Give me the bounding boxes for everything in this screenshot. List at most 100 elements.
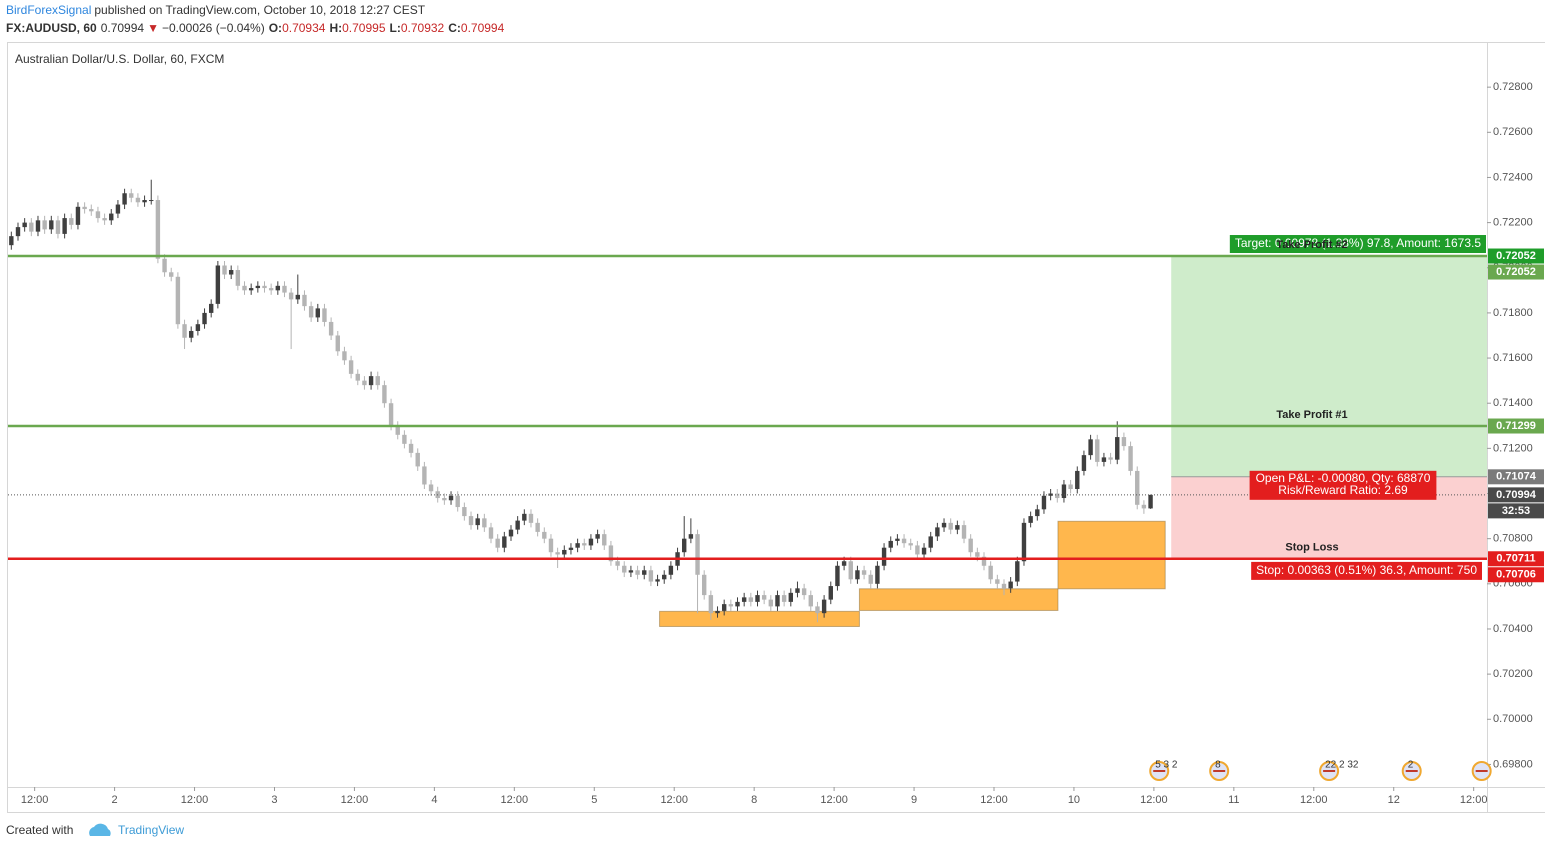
event-label: 5 3 2 — [1155, 760, 1178, 771]
candle-body — [928, 536, 933, 548]
candle-body — [748, 597, 754, 602]
candle-body — [841, 561, 847, 566]
candle-body — [495, 538, 500, 548]
candle-body — [355, 373, 360, 381]
candle-body — [761, 595, 767, 600]
candle-body — [535, 522, 540, 532]
candle-body — [315, 308, 320, 318]
candle-body — [155, 200, 161, 259]
candle-body — [801, 588, 807, 596]
candle-body — [235, 270, 241, 286]
candle-body — [1141, 504, 1147, 509]
candle-body — [89, 209, 94, 212]
ohlc-value: 0.70994 — [461, 21, 505, 35]
candle-body — [622, 565, 627, 573]
arrow: ▼ — [147, 21, 159, 35]
candle-body — [682, 538, 687, 553]
event-label: 2 — [1408, 760, 1414, 771]
candle-body — [402, 434, 407, 444]
candle-body — [615, 561, 620, 566]
candle-body — [208, 303, 214, 313]
candle-body — [828, 586, 833, 600]
candle-body — [1108, 457, 1113, 460]
zone — [659, 610, 860, 627]
candle-body — [302, 294, 307, 307]
y-tick-label: 0.71400 — [1493, 397, 1533, 409]
candle-body — [981, 556, 987, 566]
x-tick-label: 12:00 — [660, 794, 688, 806]
candle-body — [528, 513, 534, 523]
price-tag-label: 0.70994 — [1496, 489, 1537, 501]
candle-body — [975, 552, 980, 557]
footer: Created with TradingView — [6, 823, 184, 837]
candle-body — [22, 222, 27, 228]
candle-body — [1075, 470, 1080, 489]
candle-body — [1048, 493, 1053, 496]
candle-body — [888, 540, 893, 548]
ohlc-value: 0.70934 — [282, 21, 326, 35]
x-tick-label: 12:00 — [181, 794, 209, 806]
pnl-box — [1249, 470, 1437, 500]
candle-body — [422, 466, 427, 485]
target-label: Target: 0.00978 (1.38%) 97.8, Amount: 16… — [1235, 236, 1481, 250]
candle-body — [55, 220, 61, 234]
y-tick-label: 0.72400 — [1493, 171, 1533, 183]
candle-body — [122, 193, 127, 205]
y-tick-label: 0.70000 — [1493, 713, 1533, 725]
candle-body — [1121, 437, 1127, 447]
candle-body — [109, 213, 114, 221]
candle-body — [415, 452, 420, 467]
candle-body — [215, 265, 221, 304]
candle-body — [442, 498, 447, 501]
candle-body — [515, 520, 520, 530]
x-tick-label: 5 — [591, 794, 597, 806]
price-tag-label: 0.71299 — [1496, 420, 1536, 432]
candle-body — [655, 579, 660, 582]
candle-body — [395, 425, 400, 435]
candle-body — [1021, 522, 1027, 562]
candle-body — [1101, 457, 1107, 462]
x-tick-label: 12 — [1388, 794, 1400, 806]
zone — [1057, 520, 1166, 590]
candle-body — [295, 294, 301, 300]
footer-brand[interactable]: TradingView — [118, 823, 184, 837]
level-label: Take Profit #2 — [1276, 239, 1347, 251]
candle-body — [662, 574, 667, 580]
pnl-label: Open P&L: -0.00080, Qty: 68870 — [1256, 471, 1431, 485]
candle-body — [1088, 439, 1093, 456]
stop-label-box — [1251, 561, 1482, 580]
price-tag — [1488, 469, 1544, 485]
candle-body — [195, 324, 201, 331]
candle-body — [522, 513, 527, 521]
candle-body — [895, 538, 900, 541]
candle-body — [595, 534, 600, 539]
x-tick-label: 4 — [431, 794, 437, 806]
author[interactable]: BirdForexSignal — [6, 3, 91, 17]
candle-body — [948, 522, 953, 530]
candle-body — [788, 592, 794, 602]
candle-body — [588, 538, 594, 546]
candle-body — [62, 218, 67, 234]
candle-body — [961, 525, 967, 539]
candle-body — [1041, 495, 1047, 510]
candle-body — [695, 534, 700, 575]
candle-body — [1081, 455, 1087, 471]
candle-body — [222, 265, 227, 275]
candle-body — [408, 443, 414, 453]
candle-body — [988, 565, 993, 580]
target-zone — [1171, 256, 1487, 477]
candle-body — [375, 376, 380, 386]
candle-body — [908, 543, 913, 546]
candle-body — [642, 570, 647, 575]
y-tick-label: 0.70200 — [1493, 668, 1533, 680]
candle-body — [915, 545, 920, 555]
candle-body — [1001, 583, 1007, 589]
candle-body — [142, 200, 147, 203]
candle-body — [648, 570, 654, 582]
candle-body — [29, 222, 34, 232]
candle-body — [721, 604, 727, 611]
candle-body — [542, 531, 547, 539]
candle-body — [102, 218, 107, 221]
candle-body — [1148, 494, 1153, 509]
candle-body — [955, 525, 960, 530]
